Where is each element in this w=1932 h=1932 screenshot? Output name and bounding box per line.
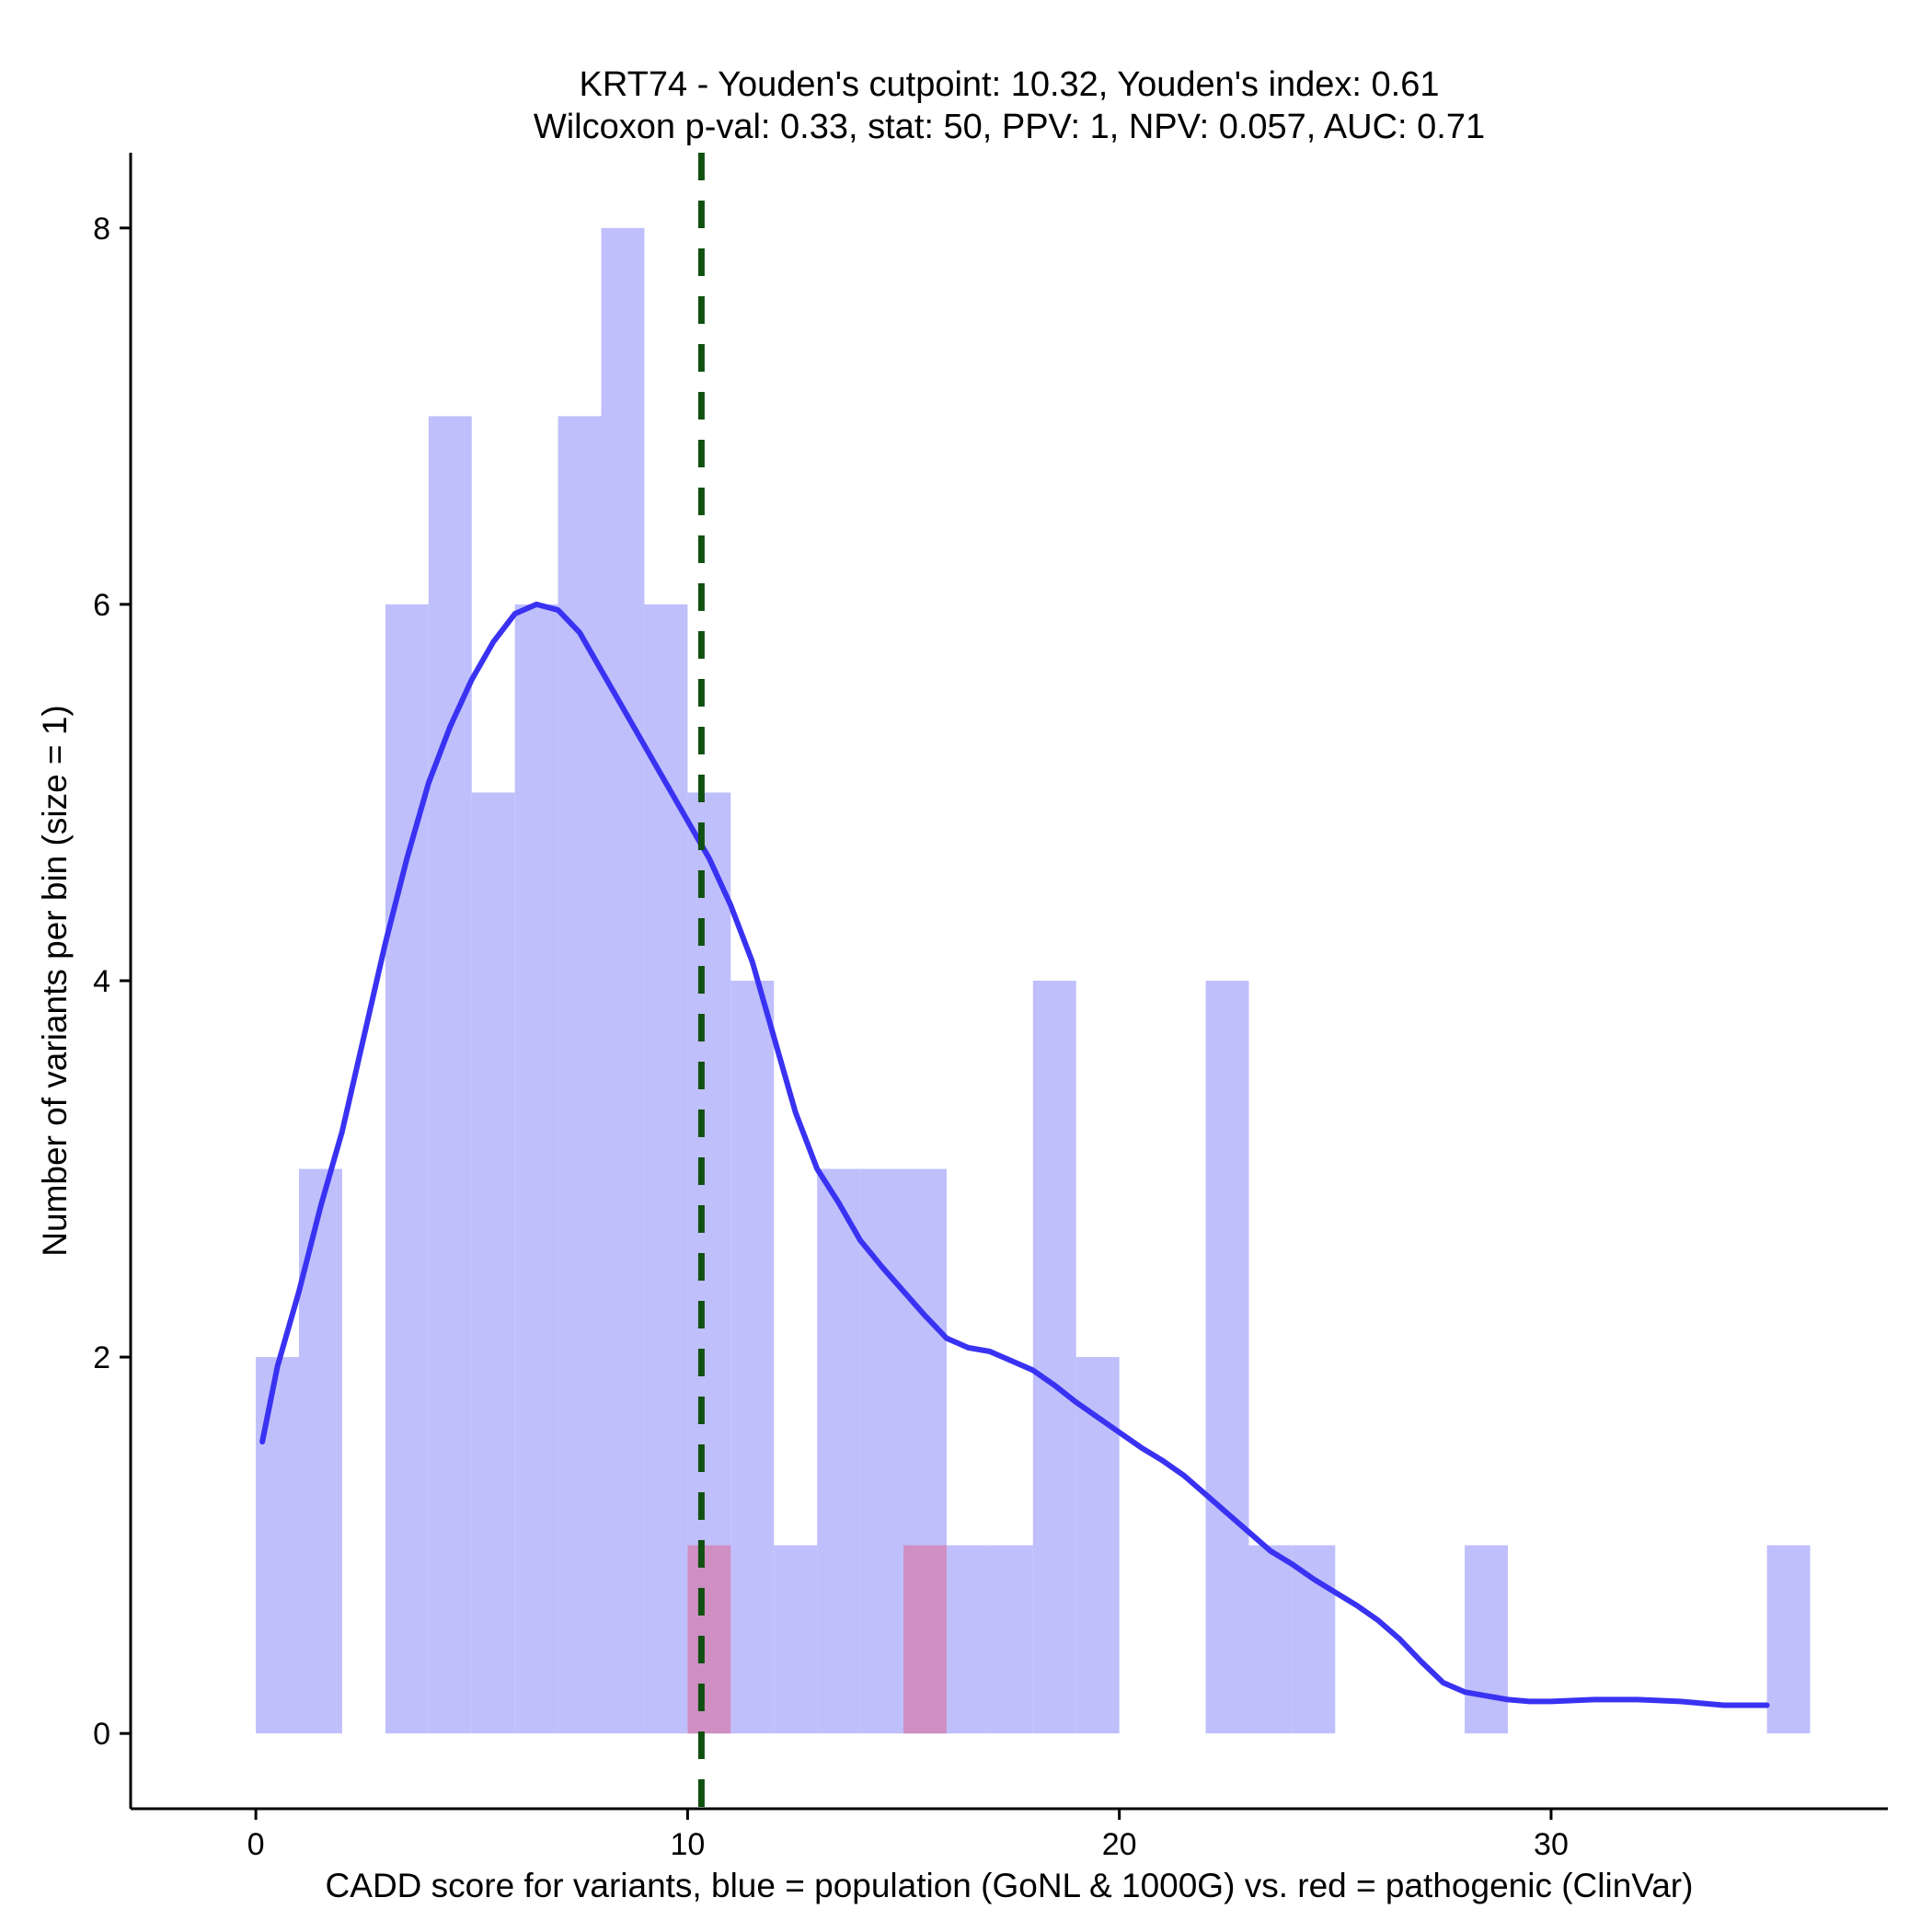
population-bar — [1248, 1545, 1293, 1734]
population-bar — [256, 1357, 300, 1734]
y-tick-label: 6 — [93, 588, 110, 623]
population-bar — [1766, 1545, 1811, 1734]
population-bar — [1032, 981, 1076, 1734]
population-bar — [989, 1545, 1033, 1734]
pathogenic-bar — [903, 1545, 947, 1734]
population-bar — [428, 416, 472, 1734]
x-tick-label: 10 — [670, 1827, 705, 1862]
population-bars — [256, 227, 1811, 1734]
population-bar — [299, 1168, 342, 1734]
density-curve — [259, 601, 1770, 1708]
chart-title: KRT74 - Youden's cutpoint: 10.32, Youden… — [580, 65, 1440, 104]
y-tick-label: 4 — [93, 964, 110, 999]
density-layer — [259, 601, 1770, 1708]
population-bar — [730, 981, 775, 1734]
population-bar — [817, 1168, 861, 1734]
population-bar — [1205, 981, 1249, 1734]
population-bar — [385, 604, 429, 1734]
x-ticks: 0 10 20 30 — [247, 1809, 1569, 1862]
y-ticks: 0 2 4 6 8 — [93, 212, 131, 1752]
population-bar — [774, 1545, 818, 1734]
y-tick-label: 2 — [93, 1340, 110, 1375]
population-bar — [1075, 1357, 1120, 1734]
x-tick-label: 20 — [1102, 1827, 1137, 1862]
x-tick-label: 30 — [1534, 1827, 1569, 1862]
population-bar — [946, 1545, 990, 1734]
population-bar — [1292, 1545, 1336, 1734]
pathogenic-bar — [687, 1545, 731, 1734]
population-bar — [860, 1168, 904, 1734]
population-bar — [514, 604, 558, 1734]
chart-subtitle: Wilcoxon p-val: 0.33, stat: 50, PPV: 1, … — [534, 108, 1485, 146]
pathogenic-bars — [687, 1545, 947, 1734]
y-tick-label: 8 — [93, 212, 110, 247]
population-bar — [644, 604, 688, 1734]
population-bar — [471, 792, 515, 1734]
x-tick-label: 0 — [247, 1827, 265, 1862]
population-bar — [1465, 1545, 1509, 1734]
x-axis-title: CADD score for variants, blue = populati… — [326, 1867, 1694, 1904]
y-axis-title: Number of variants per bin (size = 1) — [36, 705, 74, 1256]
y-tick-label: 0 — [93, 1717, 110, 1752]
population-bar — [601, 227, 645, 1734]
